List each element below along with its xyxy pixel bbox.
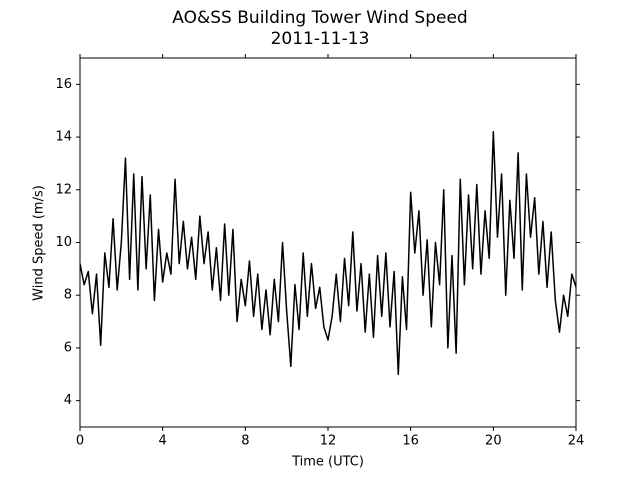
y-tick-label: 16 [55,77,72,92]
chart-title: AO&SS Building Tower Wind Speed [172,8,467,28]
y-tick-label: 12 [55,182,72,197]
y-axis-label: Wind Speed (m/s) [32,185,47,301]
x-tick-label: 24 [568,434,585,449]
plot-frame [79,57,577,428]
y-tick-label: 6 [64,340,72,355]
chart-subtitle: 2011-11-13 [271,29,370,49]
y-tick-label: 14 [55,130,72,145]
x-tick-label: 0 [76,434,84,449]
x-tick-label: 16 [402,434,419,449]
y-tick-label: 8 [64,288,72,303]
line-series [79,131,577,376]
x-tick-label: 20 [485,434,502,449]
x-tick-label: 8 [241,434,249,449]
x-axis-label: Time (UTC) [291,455,364,470]
x-tick-label: 12 [320,434,337,449]
y-tick-label: 10 [55,235,72,250]
x-tick-label: 4 [159,434,167,449]
y-tick-label: 4 [64,393,72,408]
